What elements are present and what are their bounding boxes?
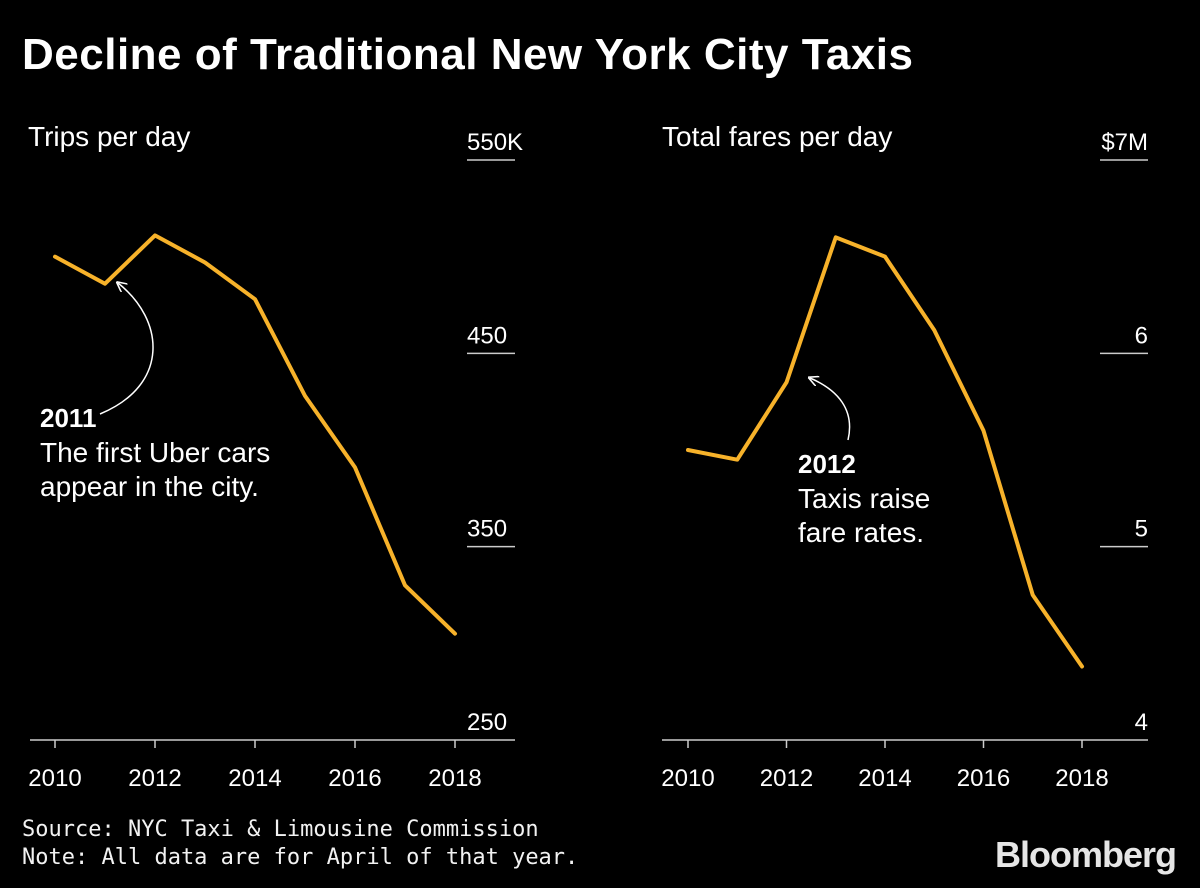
- data-note: Note: All data are for April of that yea…: [22, 845, 579, 870]
- data-point: [1032, 594, 1034, 596]
- annotation-arrow: [99, 283, 154, 415]
- x-tick-label: 2016: [328, 765, 381, 792]
- x-tick-label: 2016: [957, 765, 1010, 792]
- chart-panel-2: Total fares per day $7M 6 5 4 2010 2012 2014 201…: [661, 121, 1148, 792]
- bloomberg-logo: Bloomberg: [994, 834, 1177, 875]
- y-tick-label: 6: [1135, 322, 1148, 349]
- panel-title: Total fares per day: [662, 121, 892, 152]
- data-point: [104, 283, 106, 285]
- x-tick-label: 2014: [858, 765, 911, 792]
- data-point: [154, 234, 156, 236]
- annotation-text: fare rates.: [798, 517, 924, 548]
- data-point: [204, 261, 206, 263]
- data-point: [983, 430, 984, 432]
- series-line: [686, 235, 1084, 669]
- data-point: [304, 395, 306, 397]
- y-tick-label: 250: [467, 709, 507, 736]
- x-tick-label: 2012: [128, 765, 181, 792]
- data-point: [454, 633, 456, 635]
- x-tick-label: 2012: [760, 765, 813, 792]
- series-line: [53, 233, 457, 636]
- y-tick-label: 5: [1135, 516, 1148, 543]
- data-point: [254, 298, 256, 300]
- x-tick-label: 2010: [28, 765, 81, 792]
- annotation-text: Taxis raise: [798, 483, 930, 514]
- panel-title: Trips per day: [28, 121, 190, 152]
- x-tick-label: 2018: [1055, 765, 1108, 792]
- annotation-year: 2012: [798, 449, 856, 479]
- data-point: [786, 381, 787, 383]
- data-point: [933, 329, 935, 331]
- data-point: [354, 466, 356, 468]
- data-point: [687, 449, 689, 451]
- annotation-arrow: [810, 378, 851, 441]
- data-point: [404, 584, 406, 586]
- data-point: [1081, 666, 1083, 668]
- y-tick-label: 350: [467, 516, 507, 543]
- data-point: [835, 236, 837, 238]
- y-tick-label: 550K: [467, 129, 523, 156]
- annotation-text: The first Uber cars: [40, 437, 270, 468]
- y-tick-label: 450: [467, 322, 507, 349]
- chart-title: Decline of Traditional New York City Tax…: [22, 30, 914, 79]
- annotation-year: 2011: [40, 403, 96, 433]
- x-tick-label: 2018: [428, 765, 481, 792]
- chart-panel-1: Trips per day 550K 450 350 250 2010 2012 2014 20…: [28, 121, 523, 792]
- data-point: [884, 256, 886, 258]
- source-note: Source: NYC Taxi & Limousine Commission: [22, 817, 539, 842]
- x-tick-label: 2010: [661, 765, 714, 792]
- footer: Source: NYC Taxi & Limousine Commission …: [22, 816, 578, 872]
- y-tick-label: 4: [1135, 709, 1148, 736]
- annotation-text: appear in the city.: [40, 471, 259, 502]
- x-tick-label: 2014: [228, 765, 281, 792]
- data-point: [54, 256, 56, 258]
- y-tick-label: $7M: [1101, 129, 1148, 156]
- data-point: [736, 459, 738, 461]
